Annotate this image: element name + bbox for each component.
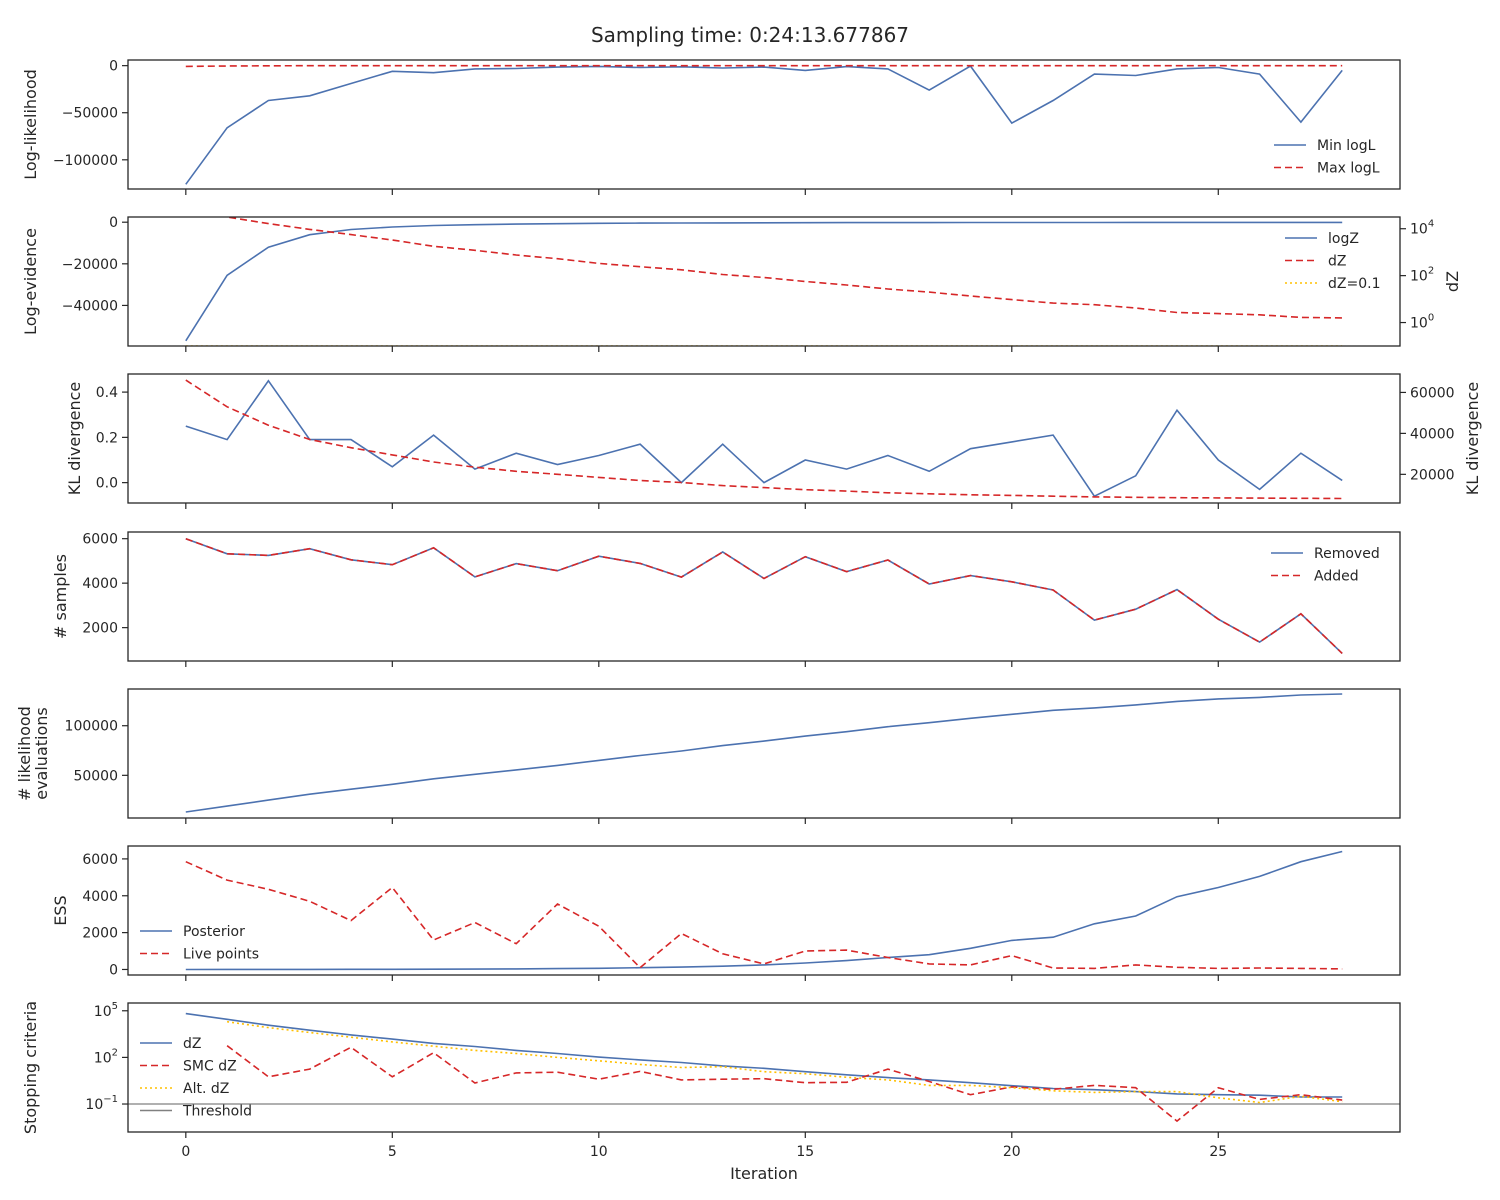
- panels: 0 −50000 −100000 Log-likelihood Min logL Max …: [15, 59, 1482, 1160]
- y-tick-label: −40000: [62, 298, 118, 314]
- series-line-dz: [222, 217, 1343, 319]
- series-line: [185, 379, 1343, 498]
- x-axis-label: Iteration: [730, 1164, 798, 1183]
- series-line-posterior: [185, 850, 1343, 971]
- series-line-live-points: [185, 860, 1343, 970]
- y-tick-label: 105: [94, 1001, 118, 1020]
- series-line-removed: [185, 537, 1343, 654]
- y-right-tick-label: 60000: [1410, 385, 1455, 401]
- series-group: [185, 537, 1343, 654]
- y-tick-label: 102: [94, 1047, 118, 1066]
- legend-label: dZ: [183, 1036, 201, 1052]
- y-tick-label: 2000: [82, 926, 118, 942]
- y-tick-label: −100000: [53, 153, 118, 169]
- y-tick-label: 0: [109, 215, 118, 231]
- y-tick-label: −20000: [62, 257, 118, 273]
- y-tick-label: 6000: [82, 532, 118, 548]
- y-right-tick-label: 40000: [1410, 426, 1455, 442]
- y-right-tick-label: 100: [1410, 313, 1434, 332]
- y-tick-label: 2000: [82, 621, 118, 637]
- legend-label: dZ: [1328, 254, 1346, 270]
- plot-frame: [127, 688, 1401, 819]
- y-tick-label: 6000: [82, 852, 118, 868]
- series-line: [185, 693, 1343, 813]
- series-line-max-logl: [185, 64, 1343, 68]
- legend-label: Posterior: [183, 924, 245, 940]
- legend-label: logZ: [1328, 231, 1359, 247]
- series-line: [185, 379, 1343, 500]
- legend-label: Max logL: [1317, 161, 1380, 177]
- y-right-tick-label: 102: [1410, 266, 1434, 285]
- y-tick-label: 0: [109, 962, 118, 978]
- y-axis-label: ESS: [51, 895, 70, 925]
- x-tick-label: 15: [796, 1144, 814, 1160]
- y-axis-right-label: dZ: [1443, 271, 1462, 292]
- y-tick-label: −50000: [62, 106, 118, 122]
- y-axis-label: # samples: [51, 554, 70, 639]
- legend-label: Min logL: [1317, 138, 1376, 154]
- plot-frame: [127, 1002, 1401, 1133]
- series-group: [185, 379, 1343, 500]
- series-group: [128, 1012, 1400, 1123]
- legend-label: dZ=0.1: [1328, 276, 1380, 292]
- series-line-smc-dz: [226, 1045, 1343, 1123]
- series-group: [185, 217, 1343, 346]
- series-line-logz: [185, 221, 1343, 342]
- y-tick-label: 50000: [73, 768, 118, 784]
- series-line-min-logl: [185, 65, 1343, 185]
- plot-frame: [127, 373, 1401, 504]
- y-tick-label: 0.0: [96, 476, 118, 492]
- y-tick-label: 0: [109, 59, 118, 75]
- series-line-added: [185, 537, 1343, 654]
- y-tick-label: 100000: [65, 719, 118, 735]
- panel-6: 0 2000 4000 6000 ESS Posterior Live points: [51, 845, 1401, 981]
- legend-label: SMC dZ: [183, 1059, 237, 1075]
- legend-label: Alt. dZ: [183, 1081, 229, 1097]
- legend-label: Removed: [1314, 546, 1380, 562]
- figure-title: Sampling time: 0:24:13.677867: [591, 23, 909, 47]
- x-tick-label: 5: [388, 1144, 397, 1160]
- legend-label: Added: [1314, 569, 1359, 585]
- y-tick-label: 0.2: [96, 430, 118, 446]
- y-tick-label: 4000: [82, 576, 118, 592]
- y-axis-label: Stopping criteria: [21, 1001, 40, 1134]
- y-right-tick-label: 20000: [1410, 467, 1455, 483]
- x-tick-label: 25: [1209, 1144, 1227, 1160]
- series-group: [185, 693, 1343, 813]
- y-tick-label: 10−1: [85, 1094, 118, 1113]
- series-line-alt-dz: [226, 1020, 1343, 1104]
- y-tick-label: 4000: [82, 889, 118, 905]
- x-tick-label: 20: [1003, 1144, 1021, 1160]
- panel-7: 0 5 10 15 20 25 10−1 102 105 Stopping criteria dZ S…: [21, 1001, 1401, 1160]
- plot-frame: [127, 845, 1401, 976]
- y-axis-right-label: KL divergence: [1463, 382, 1482, 495]
- y-right-tick-label: 104: [1410, 219, 1434, 238]
- series-group: [185, 850, 1343, 971]
- y-tick-label: 0.4: [96, 385, 118, 401]
- panel-5: 50000 100000 # likelihoodevaluations: [15, 688, 1401, 824]
- y-axis-label: Log-likelihood: [21, 69, 40, 180]
- x-tick-label: 10: [590, 1144, 608, 1160]
- panel-4: 2000 4000 6000 # samples Removed Added: [51, 531, 1401, 667]
- y-axis-label: Log-evidence: [21, 228, 40, 335]
- legend-label: Threshold: [182, 1104, 252, 1120]
- plot-frame: [127, 531, 1401, 662]
- panel-1: 0 −50000 −100000 Log-likelihood Min logL Max …: [21, 59, 1401, 195]
- series-group: [185, 64, 1343, 185]
- panel-2: 0 −20000 −40000 100 102 104 Log-evidence dZ logZ…: [21, 215, 1462, 352]
- series-line-dz: [185, 1012, 1343, 1098]
- x-tick-label: 0: [181, 1144, 190, 1160]
- panel-3: 0.0 0.2 0.4 20000 40000 60000 KL divergence KL …: [65, 373, 1482, 509]
- y-axis-label: KL divergence: [65, 382, 84, 495]
- legend-label: Live points: [183, 947, 259, 963]
- plot-frame: [127, 216, 1401, 347]
- y-axis-label: # likelihoodevaluations: [15, 706, 51, 801]
- plot-frame: [127, 59, 1401, 190]
